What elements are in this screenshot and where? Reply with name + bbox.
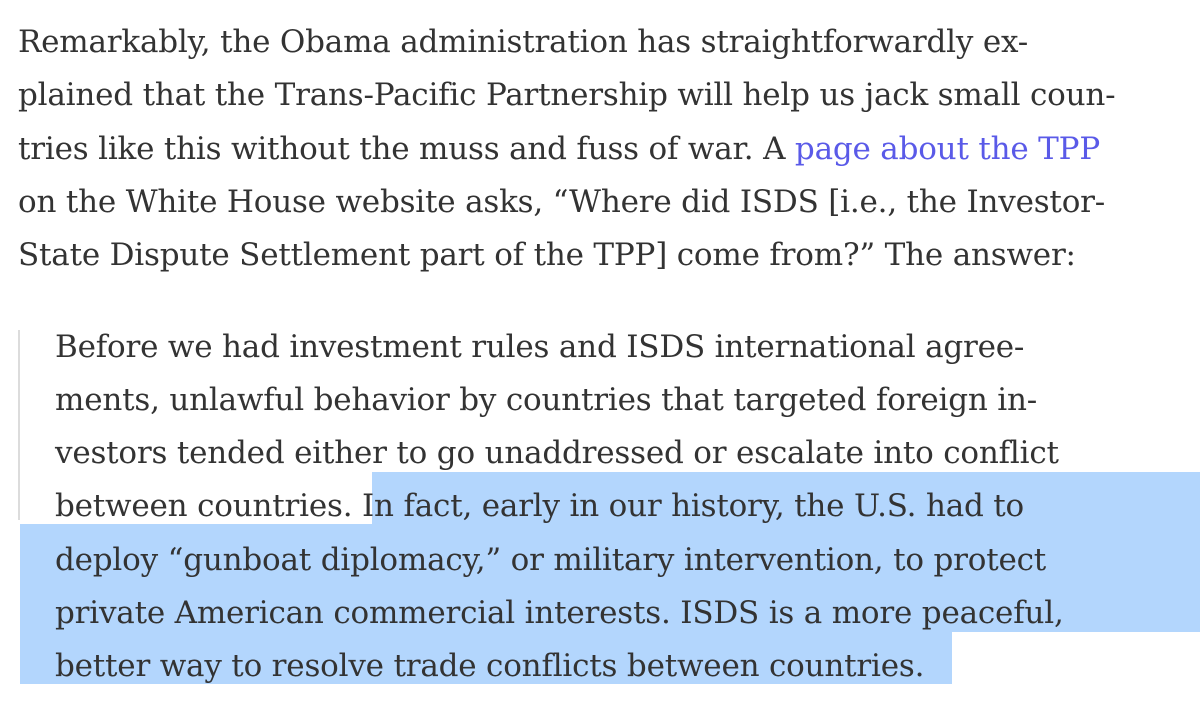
paragraph-line: tries like this without the muss and fus… <box>18 129 1100 169</box>
paragraph-line: plained that the Trans-Pacific Partnersh… <box>18 77 1116 113</box>
paragraph-line: Remarkably, the Obama administration has… <box>18 24 1028 60</box>
quote-line: ments, unlawful behavior by countries th… <box>55 382 1038 418</box>
highlighted-quote-text: In fact, early in our history, the U.S. … <box>362 488 1025 524</box>
text-selection-highlight <box>20 524 1200 632</box>
paragraph-line: State Dispute Settlement part of the TPP… <box>18 237 1076 273</box>
paragraph-line: on the White House website asks, “Where … <box>18 184 1106 220</box>
highlighted-quote-line: better way to resolve trade conflicts be… <box>55 648 925 684</box>
highlighted-quote-line: deploy “gunboat diplomacy,” or military … <box>55 542 1047 578</box>
quote-line: between countries. In fact, early in our… <box>55 486 1024 526</box>
highlighted-quote-line: private American commercial interests. I… <box>55 595 1064 631</box>
quote-line: Before we had investment rules and ISDS … <box>55 329 1025 365</box>
blockquote-border <box>18 330 20 520</box>
paragraph-text: tries like this without the muss and fus… <box>18 131 795 167</box>
tpp-page-link[interactable]: page about the TPP <box>794 131 1100 167</box>
quote-line: vestors tended either to go unaddressed … <box>55 435 1059 471</box>
quote-text: between countries. <box>55 488 363 524</box>
text-selection-highlight <box>20 630 952 684</box>
text-selection-highlight <box>372 472 1200 526</box>
